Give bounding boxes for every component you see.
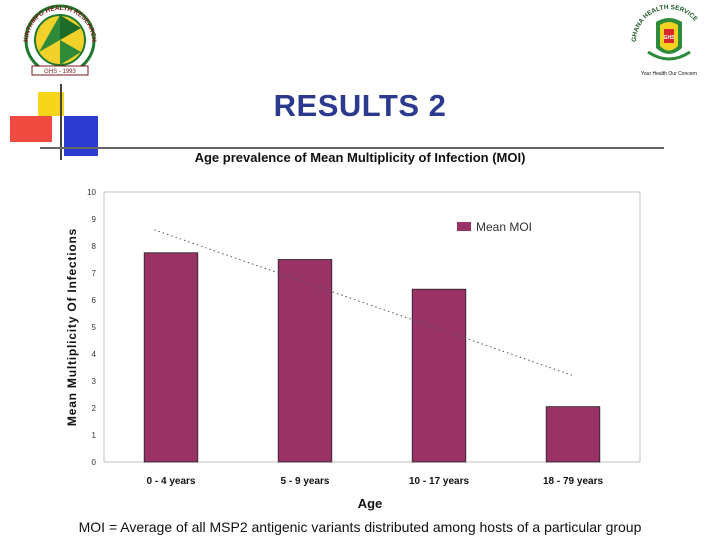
x-tick-label: 10 - 17 years [409, 476, 469, 487]
y-tick-label: 4 [92, 350, 97, 359]
legend-swatch [457, 222, 471, 231]
decor-vertical-rule [60, 84, 62, 160]
y-tick-label: 6 [92, 296, 97, 305]
y-tick-label: 9 [92, 215, 97, 224]
y-tick-label: 0 [92, 458, 97, 467]
ghs-shield-text: GHS [664, 35, 676, 41]
chart-title: Age prevalence of Mean Multiplicity of I… [194, 150, 526, 165]
x-axis-label: Age [358, 496, 383, 511]
kintampo-banner-text: GHS - 1993 [44, 69, 76, 75]
y-tick-label: 8 [92, 242, 97, 251]
bar [277, 259, 333, 463]
x-tick-label: 5 - 9 years [281, 476, 330, 487]
y-tick-label: 1 [92, 431, 97, 440]
x-tick-label: 18 - 79 years [543, 476, 603, 487]
plot-area-border [103, 191, 641, 463]
legend-label: Mean MOI [476, 220, 532, 234]
decor-red-square [10, 116, 54, 142]
kintampo-logo: KINTAMPO HEALTH RESEARCH CENTRE GHS - 19… [14, 2, 97, 76]
y-tick-label: 5 [92, 323, 97, 332]
y-tick-label: 2 [92, 404, 97, 413]
y-axis-label: Mean Multiplicity Of Infections [65, 228, 79, 426]
bar [411, 288, 467, 463]
bar [545, 406, 601, 463]
slide-caption: MOI = Average of all MSP2 antigenic vari… [78, 519, 642, 535]
decor-horizontal-rule [40, 147, 664, 149]
bar [143, 252, 199, 463]
ghs-motto: Your Health Our Concern [641, 71, 697, 77]
decor-yellow-square [38, 92, 64, 116]
decor-blue-square [64, 116, 98, 156]
x-tick-label: 0 - 4 years [147, 476, 196, 487]
slide-title: RESULTS 2 [273, 88, 447, 123]
y-tick-label: 3 [92, 377, 97, 386]
y-tick-label: 7 [92, 269, 97, 278]
y-tick-label: 10 [87, 188, 96, 197]
ghana-health-service-logo: GHANA HEALTH SERVICE GHS Your Health Our… [631, 4, 699, 77]
trendline [154, 229, 574, 377]
